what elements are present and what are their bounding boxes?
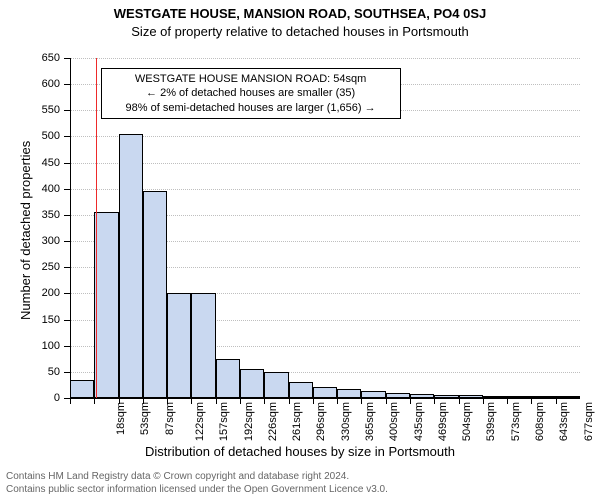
y-tick-label: 300 bbox=[42, 235, 70, 247]
property-marker-line bbox=[96, 58, 97, 398]
y-tick-label: 150 bbox=[42, 314, 70, 326]
histogram-bar bbox=[143, 191, 167, 398]
histogram-bar bbox=[240, 369, 264, 398]
x-tick-label: 87sqm bbox=[164, 402, 176, 435]
histogram-bar bbox=[94, 212, 118, 398]
gridline bbox=[70, 163, 580, 164]
histogram-bar bbox=[264, 372, 288, 398]
y-tick-label: 400 bbox=[42, 183, 70, 195]
annotation-box: WESTGATE HOUSE MANSION ROAD: 54sqm← 2% o… bbox=[101, 68, 401, 119]
x-tick-label: 539sqm bbox=[486, 402, 498, 441]
y-tick-label: 600 bbox=[42, 78, 70, 90]
x-tick-label: 608sqm bbox=[534, 402, 546, 441]
x-axis-line bbox=[70, 398, 580, 399]
y-tick-label: 450 bbox=[42, 157, 70, 169]
gridline bbox=[70, 58, 580, 59]
plot-area: 0501001502002503003504004505005506006501… bbox=[70, 58, 580, 398]
x-tick-label: 573sqm bbox=[510, 402, 522, 441]
footer: Contains HM Land Registry data © Crown c… bbox=[6, 470, 388, 496]
x-axis-label: Distribution of detached houses by size … bbox=[0, 444, 600, 459]
x-tick-label: 435sqm bbox=[413, 402, 425, 441]
histogram-bar bbox=[361, 391, 385, 398]
y-tick-label: 250 bbox=[42, 261, 70, 273]
x-tick-label: 157sqm bbox=[218, 402, 230, 441]
histogram-bar bbox=[191, 293, 215, 398]
histogram-bar bbox=[289, 382, 313, 398]
y-axis-label: Number of detached properties bbox=[18, 141, 33, 320]
x-tick-label: 18sqm bbox=[115, 402, 127, 435]
y-tick-label: 500 bbox=[42, 130, 70, 142]
x-tick-label: 677sqm bbox=[583, 402, 595, 441]
histogram-bar bbox=[313, 387, 337, 399]
y-tick-label: 350 bbox=[42, 209, 70, 221]
x-tick-label: 192sqm bbox=[243, 402, 255, 441]
y-tick-label: 0 bbox=[54, 392, 70, 404]
chart-title-2: Size of property relative to detached ho… bbox=[0, 24, 600, 39]
x-tick-label: 53sqm bbox=[139, 402, 151, 435]
x-tick-label: 365sqm bbox=[364, 402, 376, 441]
y-tick-label: 200 bbox=[42, 287, 70, 299]
x-tick-label: 122sqm bbox=[194, 402, 206, 441]
histogram-bar bbox=[119, 134, 143, 398]
y-axis-line bbox=[70, 58, 71, 398]
y-tick-label: 650 bbox=[42, 52, 70, 64]
x-tick-label: 261sqm bbox=[291, 402, 303, 441]
histogram-bar bbox=[216, 359, 240, 398]
y-tick-label: 100 bbox=[42, 340, 70, 352]
histogram-bar bbox=[167, 293, 191, 398]
chart-title-1: WESTGATE HOUSE, MANSION ROAD, SOUTHSEA, … bbox=[0, 6, 600, 21]
gridline bbox=[70, 189, 580, 190]
x-tick-label: 330sqm bbox=[340, 402, 352, 441]
annotation-line: ← 2% of detached houses are smaller (35) bbox=[108, 86, 394, 100]
footer-line-2: Contains public sector information licen… bbox=[6, 483, 388, 496]
annotation-line: 98% of semi-detached houses are larger (… bbox=[108, 101, 394, 115]
page: WESTGATE HOUSE, MANSION ROAD, SOUTHSEA, … bbox=[0, 0, 600, 500]
x-tick-label: 643sqm bbox=[558, 402, 570, 441]
y-tick-label: 50 bbox=[48, 366, 70, 378]
y-tick-label: 550 bbox=[42, 104, 70, 116]
x-tick-label: 226sqm bbox=[267, 402, 279, 441]
x-tick-label: 296sqm bbox=[316, 402, 328, 441]
x-tick-label: 504sqm bbox=[461, 402, 473, 441]
x-tick-label: 400sqm bbox=[388, 402, 400, 441]
gridline bbox=[70, 136, 580, 137]
annotation-line: WESTGATE HOUSE MANSION ROAD: 54sqm bbox=[108, 72, 394, 86]
footer-line-1: Contains HM Land Registry data © Crown c… bbox=[6, 470, 388, 483]
histogram-bar bbox=[70, 380, 94, 398]
x-tick-label: 469sqm bbox=[437, 402, 449, 441]
histogram-bar bbox=[337, 389, 361, 398]
